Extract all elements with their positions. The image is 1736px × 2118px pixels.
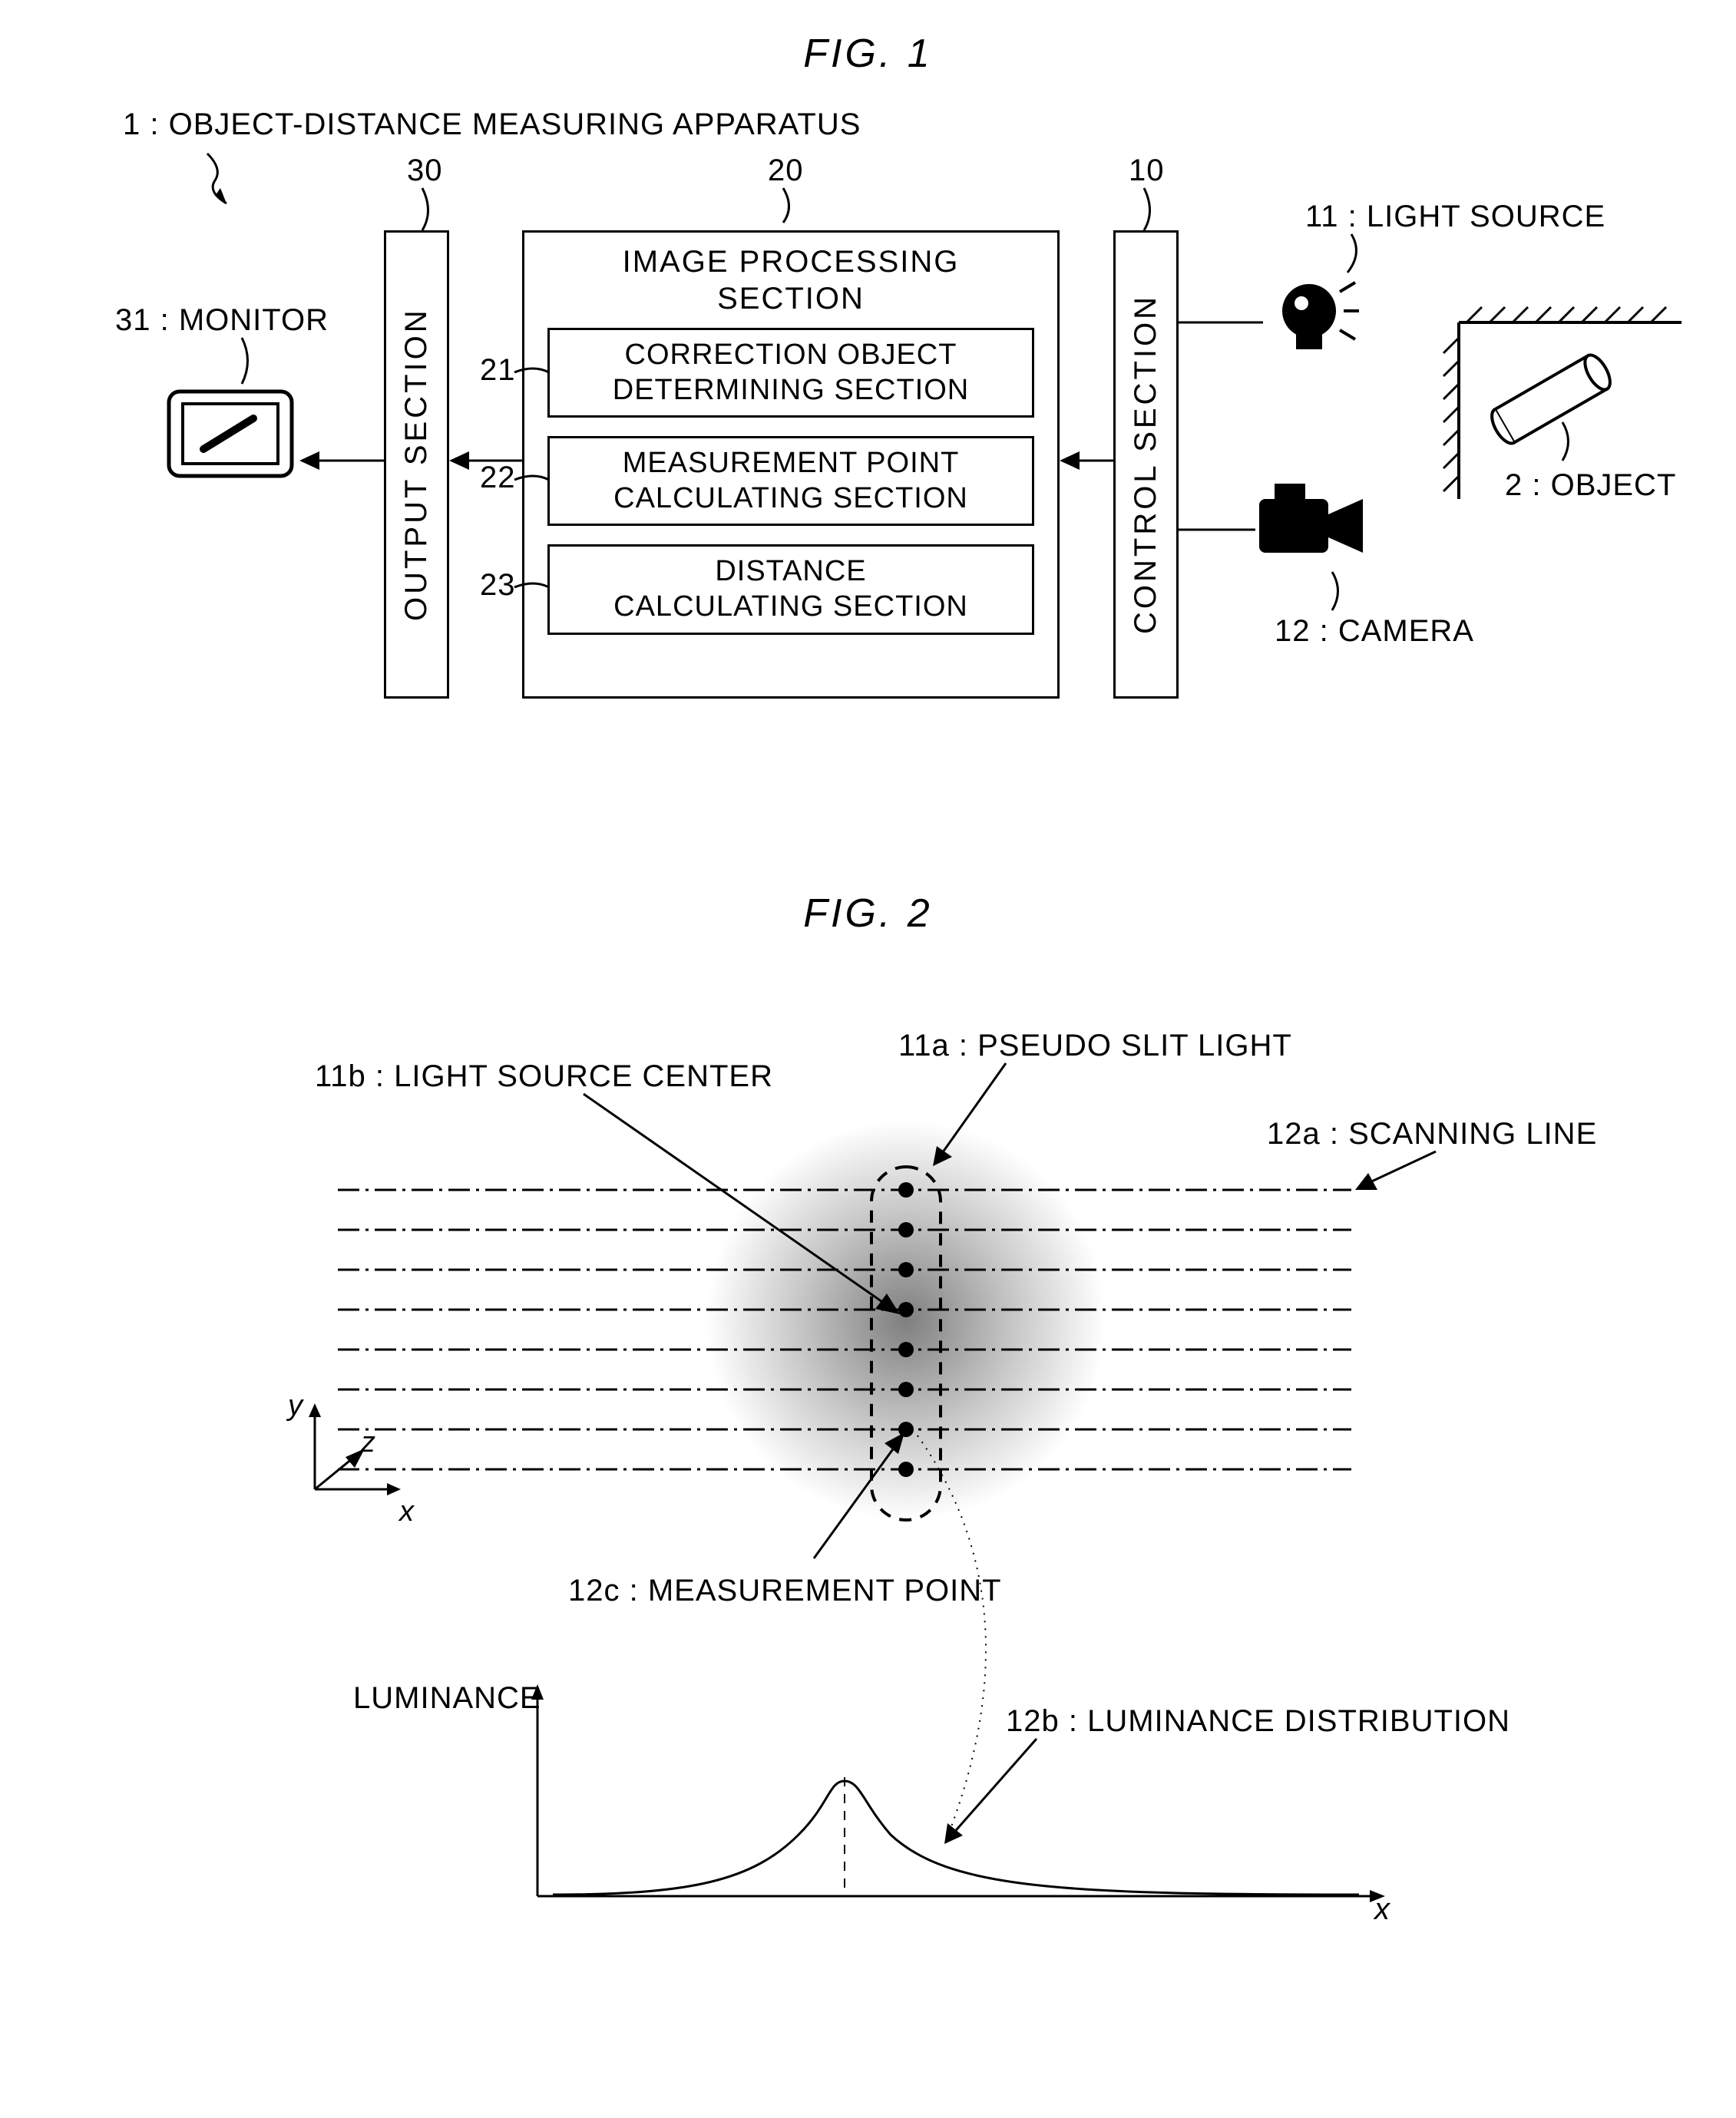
light-source-label: 11 : LIGHT SOURCE <box>1305 200 1605 234</box>
label-12b: 12b : LUMINANCE DISTRIBUTION <box>1006 1704 1510 1739</box>
ref23-leader <box>514 576 553 606</box>
fig2-title: FIG. 2 <box>31 890 1705 937</box>
camera-icon <box>1252 476 1374 576</box>
ref21-leader <box>514 361 553 392</box>
output-section-block: OUTPUT SECTION <box>384 230 449 699</box>
object-leader <box>1555 422 1593 468</box>
x2-axis-label: x <box>1374 1892 1390 1927</box>
arrow-ips-to-output <box>449 438 526 484</box>
inner-block-22: MEASUREMENT POINT CALCULATING SECTION <box>547 436 1034 526</box>
ref-20: 20 <box>768 154 804 188</box>
camera-leader <box>1324 572 1363 618</box>
camera-label: 12 : CAMERA <box>1275 614 1474 649</box>
ref-10: 10 <box>1129 154 1165 188</box>
control-section-block: CONTROL SECTION <box>1113 230 1179 699</box>
line-control-to-camera <box>1179 514 1255 545</box>
arrow-12b <box>937 1739 1052 1854</box>
inner-block-21: CORRECTION OBJECT DETERMINING SECTION <box>547 328 1034 418</box>
figure-2: FIG. 2 11b : LIGHT SOURCE CENTER 11a : P… <box>31 890 1705 2004</box>
arrow-control-to-ips <box>1060 438 1117 484</box>
bulb-icon <box>1259 269 1359 361</box>
figure-1: FIG. 1 1 : OBJECT-DISTANCE MEASURING APP… <box>31 31 1705 798</box>
ref20-leader <box>768 188 814 230</box>
fig1-title: FIG. 1 <box>31 31 1705 77</box>
luminance-label: LUMINANCE <box>353 1681 541 1716</box>
image-processing-block: IMAGE PROCESSING SECTION CORRECTION OBJE… <box>522 230 1060 699</box>
inner-block-23: DISTANCE CALCULATING SECTION <box>547 544 1034 634</box>
monitor-icon <box>161 384 299 491</box>
arrow-output-to-monitor <box>299 438 388 484</box>
ref-21: 21 <box>480 353 516 388</box>
squiggle-pointer <box>200 146 269 215</box>
ref-30: 30 <box>407 154 443 188</box>
fig2-diagram: 11b : LIGHT SOURCE CENTER 11a : PSEUDO S… <box>31 967 1705 2004</box>
output-section-text: OUTPUT SECTION <box>386 233 447 696</box>
fig1-diagram: 1 : OBJECT-DISTANCE MEASURING APPARATUS … <box>31 107 1705 798</box>
monitor-label: 31 : MONITOR <box>115 303 329 338</box>
control-section-text: CONTROL SECTION <box>1116 233 1176 696</box>
line-control-to-bulb <box>1179 307 1263 338</box>
image-processing-title: IMAGE PROCESSING SECTION <box>524 243 1057 317</box>
ref-23: 23 <box>480 568 516 603</box>
apparatus-label: 1 : OBJECT-DISTANCE MEASURING APPARATUS <box>123 107 861 142</box>
object-label: 2 : OBJECT <box>1505 468 1676 503</box>
